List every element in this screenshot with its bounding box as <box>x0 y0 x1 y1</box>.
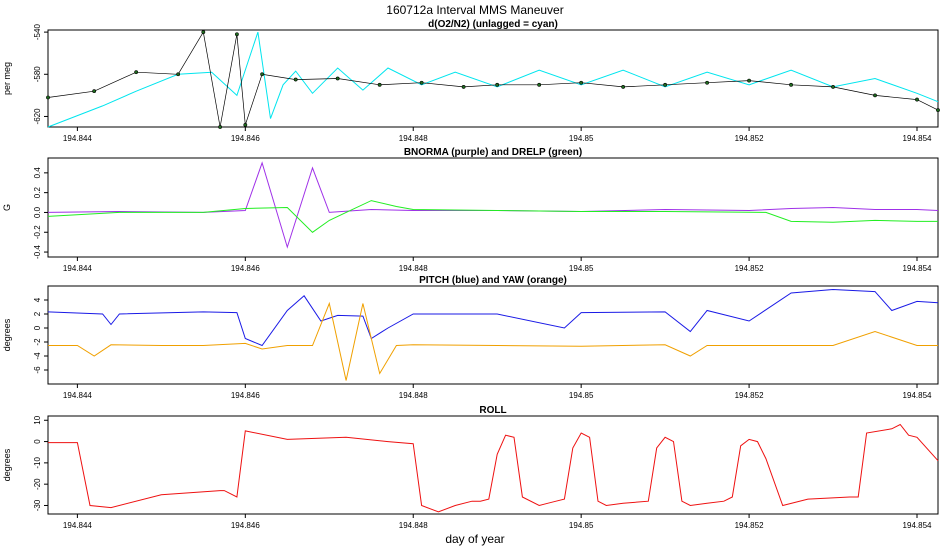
figure-title: 160712a Interval MMS Maneuver <box>386 3 563 17</box>
series-line-0 <box>47 161 939 249</box>
x-tick-label: 194.844 <box>63 391 92 400</box>
series-line-1 <box>47 31 939 128</box>
plot-frame <box>47 285 939 385</box>
x-tick-label: 194.846 <box>231 134 260 143</box>
y-tick-label: -0.2 <box>33 225 42 239</box>
data-point <box>377 82 382 87</box>
x-tick-label: 194.854 <box>903 264 932 273</box>
data-point <box>218 125 223 129</box>
data-point <box>235 32 239 37</box>
panel-2: PITCH (blue) and YAW (orange) degrees 194.… <box>2 275 939 400</box>
data-point <box>621 85 626 89</box>
y-tick-label: -0.4 <box>33 245 42 259</box>
panel-title: PITCH (blue) and YAW (orange) <box>419 275 567 286</box>
data-point <box>831 85 835 89</box>
plot-frame <box>47 415 939 515</box>
x-tick-label: 194.844 <box>63 134 92 143</box>
data-point <box>789 82 793 87</box>
series-line-1 <box>47 200 938 233</box>
y-tick-label: -620 <box>33 108 42 125</box>
y-tick-label: 0 <box>33 325 42 330</box>
y-tick-label: 0.2 <box>33 187 42 199</box>
y-tick-label: -580 <box>33 66 42 83</box>
series-line-0 <box>47 31 939 128</box>
x-tick-label: 194.854 <box>903 134 932 143</box>
y-axis-label: G <box>2 204 12 211</box>
y-axis-label: degrees <box>2 318 12 351</box>
series-line-1 <box>48 301 938 381</box>
y-tick-label: 0 <box>33 439 42 444</box>
panel-title: ROLL <box>479 405 506 416</box>
x-axis-label: day of year <box>445 532 504 546</box>
panel-1: BNORMA (purple) and DRELP (green) G 194.84… <box>2 147 939 273</box>
panel-title: d(O2/N2) (unlagged = cyan) <box>428 19 558 30</box>
y-axis-label: per meg <box>2 62 12 95</box>
data-point <box>873 93 877 98</box>
x-tick-label: 194.85 <box>569 134 594 143</box>
x-tick-label: 194.852 <box>735 521 764 530</box>
x-tick-label: 194.848 <box>399 521 428 530</box>
y-tick-label: -2 <box>33 338 42 346</box>
data-point <box>293 77 298 82</box>
data-point <box>243 122 248 127</box>
x-tick-label: 194.848 <box>399 391 428 400</box>
series-line-0 <box>47 288 939 347</box>
x-tick-label: 194.85 <box>569 264 594 273</box>
x-tick-label: 194.852 <box>735 391 764 400</box>
x-tick-label: 194.85 <box>569 391 594 400</box>
x-tick-label: 194.846 <box>231 391 260 400</box>
panel-3: ROLL degrees 194.844 194.846 194.848 194.85 19… <box>2 405 939 530</box>
y-tick-label: -30 <box>33 499 42 511</box>
x-tick-label: 194.844 <box>63 521 92 530</box>
plot-frame <box>47 29 939 128</box>
panel-title: BNORMA (purple) and DRELP (green) <box>404 147 582 158</box>
data-point <box>663 82 668 87</box>
data-point <box>579 80 584 85</box>
data-point <box>335 76 340 81</box>
data-point <box>747 78 751 83</box>
x-tick-label: 194.852 <box>735 134 764 143</box>
y-tick-label: 4 <box>33 297 42 302</box>
x-tick-label: 194.846 <box>231 521 260 530</box>
y-tick-label: 10 <box>33 415 42 424</box>
y-tick-label: 2 <box>33 311 42 316</box>
data-point <box>176 72 181 77</box>
y-axis-label: degrees <box>2 448 12 481</box>
data-point <box>705 80 710 85</box>
plot-frame <box>47 157 939 258</box>
x-tick-label: 194.854 <box>903 521 932 530</box>
y-tick-label: -6 <box>33 366 42 374</box>
data-point <box>461 85 466 89</box>
data-point <box>537 82 542 87</box>
data-point <box>936 108 940 113</box>
series-line-0 <box>48 423 939 513</box>
x-tick-label: 194.848 <box>399 264 428 273</box>
x-tick-label: 194.85 <box>569 521 594 530</box>
y-tick-label: -10 <box>33 457 42 469</box>
data-point <box>134 70 139 75</box>
y-tick-label: 0.4 <box>33 167 42 179</box>
panel-0: d(O2/N2) (unlagged = cyan) per meg 194.844… <box>2 19 940 143</box>
x-tick-label: 194.844 <box>63 264 92 273</box>
y-tick-label: -20 <box>33 478 42 490</box>
data-point <box>260 72 265 77</box>
data-point <box>419 80 424 85</box>
data-point <box>915 97 919 102</box>
y-tick-label: -540 <box>33 24 42 41</box>
x-tick-label: 194.854 <box>903 391 932 400</box>
data-point <box>201 30 206 35</box>
x-tick-label: 194.848 <box>399 134 428 143</box>
data-point <box>92 89 97 94</box>
x-tick-label: 194.852 <box>735 264 764 273</box>
data-point <box>495 82 500 87</box>
y-tick-label: -4 <box>33 352 42 360</box>
y-tick-label: 0.0 <box>33 206 42 218</box>
data-point <box>46 95 50 100</box>
x-tick-label: 194.846 <box>231 264 260 273</box>
